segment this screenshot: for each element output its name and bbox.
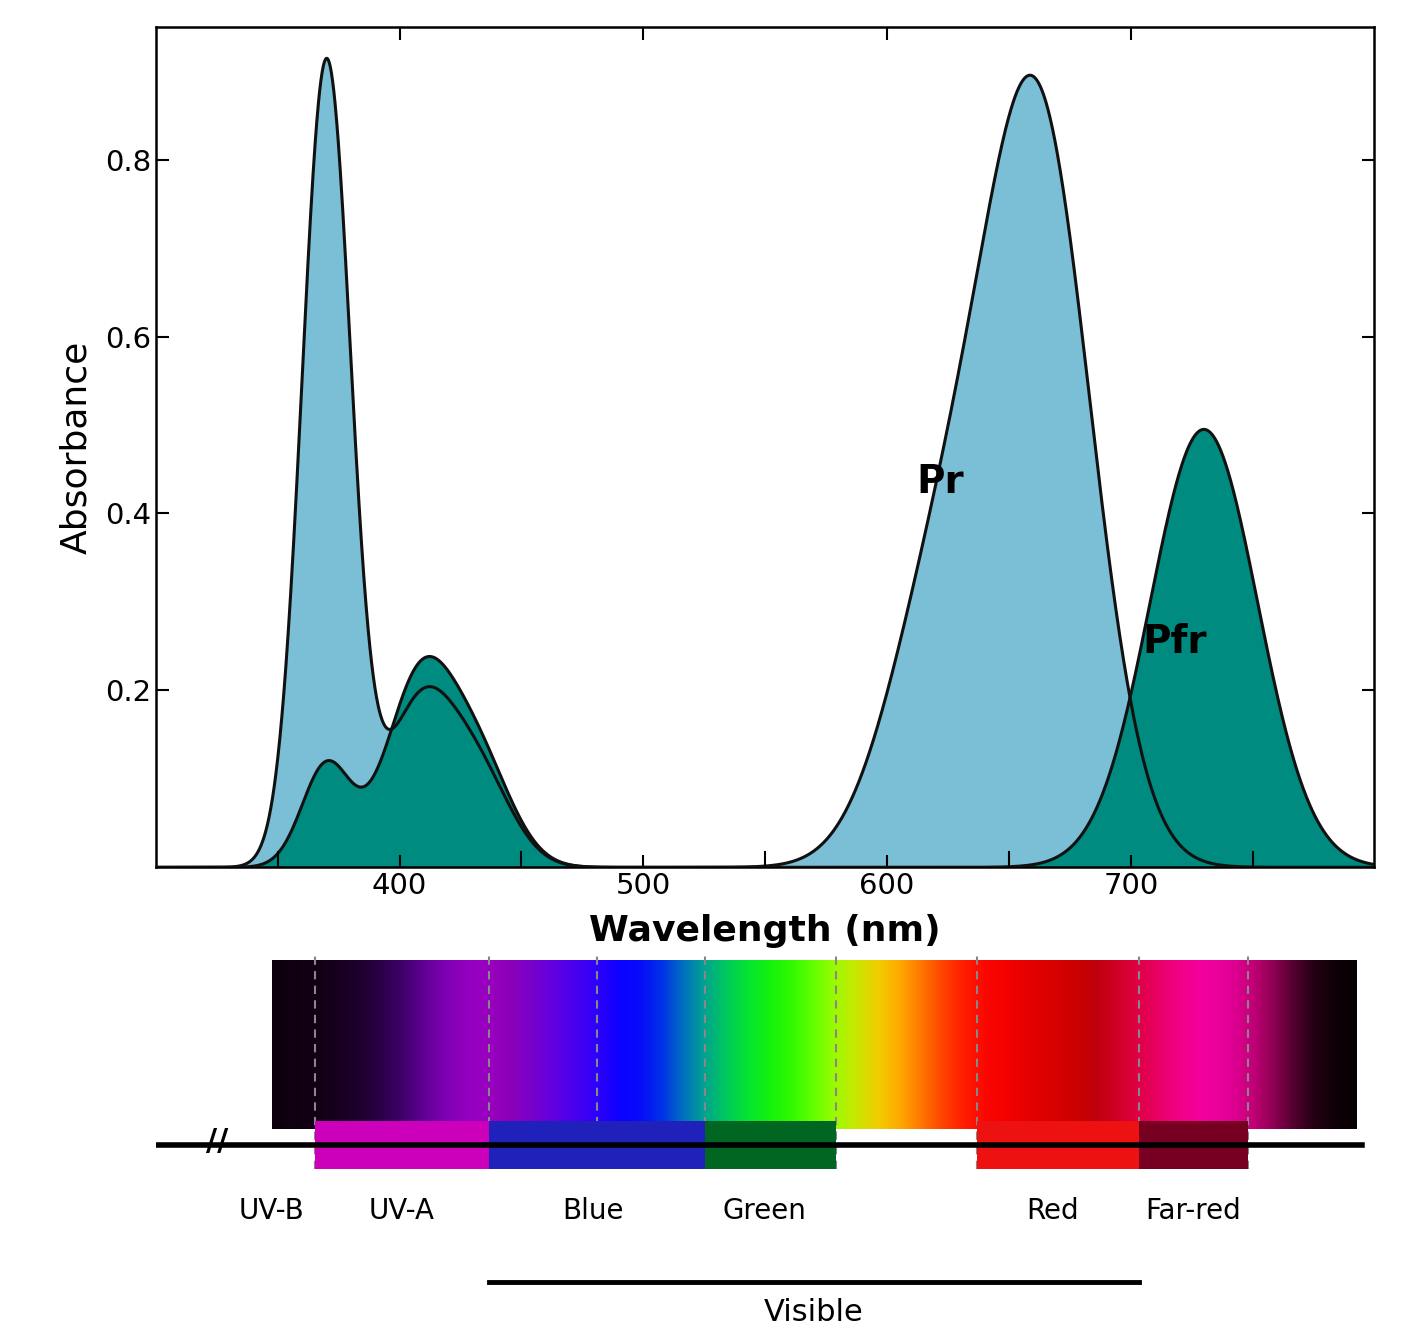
Bar [706,1121,836,1170]
Text: Red: Red [1026,1198,1078,1226]
Text: UV-B: UV-B [238,1198,305,1226]
Text: Pfr: Pfr [1142,623,1207,661]
Text: Visible: Visible [764,1297,864,1327]
Text: UV-A: UV-A [368,1198,435,1226]
Text: Pr: Pr [917,463,965,501]
X-axis label: Wavelength (nm): Wavelength (nm) [589,915,941,948]
Bar [315,1121,489,1170]
Y-axis label: Absorbance: Absorbance [60,341,94,553]
Text: Far-red: Far-red [1146,1198,1241,1226]
Text: //: // [205,1127,228,1156]
Bar [489,1121,706,1170]
Bar [976,1121,1139,1170]
Bar [1139,1121,1248,1170]
Text: Green: Green [723,1198,806,1226]
Text: Blue: Blue [563,1198,623,1226]
